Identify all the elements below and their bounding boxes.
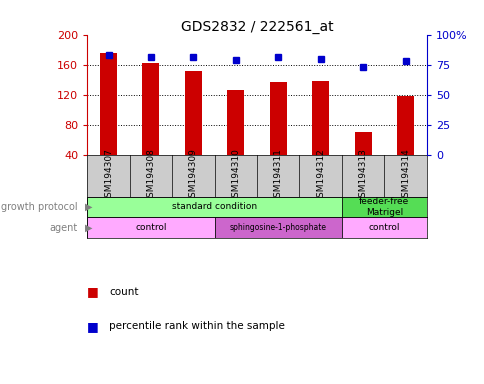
Text: GSM194314: GSM194314 <box>400 149 409 203</box>
Text: control: control <box>135 223 166 232</box>
Bar <box>269 82 286 155</box>
Text: ▶: ▶ <box>85 223 92 233</box>
Bar <box>100 53 117 155</box>
Text: ▶: ▶ <box>85 202 92 212</box>
Text: ■: ■ <box>87 320 99 333</box>
Bar <box>87 197 341 217</box>
Bar <box>312 81 329 155</box>
Text: GSM194307: GSM194307 <box>104 149 113 204</box>
Bar <box>341 197 426 217</box>
Text: GSM194311: GSM194311 <box>273 149 282 204</box>
Bar <box>184 71 201 155</box>
Text: GSM194312: GSM194312 <box>316 149 325 203</box>
Bar <box>214 217 341 238</box>
Bar <box>354 132 371 155</box>
Bar <box>396 96 413 155</box>
Text: count: count <box>109 287 138 297</box>
Text: agent: agent <box>49 223 77 233</box>
Text: percentile rank within the sample: percentile rank within the sample <box>109 321 285 331</box>
Text: growth protocol: growth protocol <box>1 202 77 212</box>
Text: standard condition: standard condition <box>172 202 257 212</box>
Text: GSM194308: GSM194308 <box>146 149 155 204</box>
Title: GDS2832 / 222561_at: GDS2832 / 222561_at <box>181 20 333 33</box>
Bar <box>142 63 159 155</box>
Text: feeder-free
Matrigel: feeder-free Matrigel <box>359 197 408 217</box>
Text: control: control <box>368 223 399 232</box>
Text: GSM194313: GSM194313 <box>358 149 367 204</box>
Bar <box>87 217 214 238</box>
Bar <box>341 217 426 238</box>
Text: GSM194310: GSM194310 <box>231 149 240 204</box>
Text: GSM194309: GSM194309 <box>188 149 197 204</box>
Text: ■: ■ <box>87 285 99 298</box>
Bar <box>227 90 244 155</box>
Text: sphingosine-1-phosphate: sphingosine-1-phosphate <box>229 223 326 232</box>
